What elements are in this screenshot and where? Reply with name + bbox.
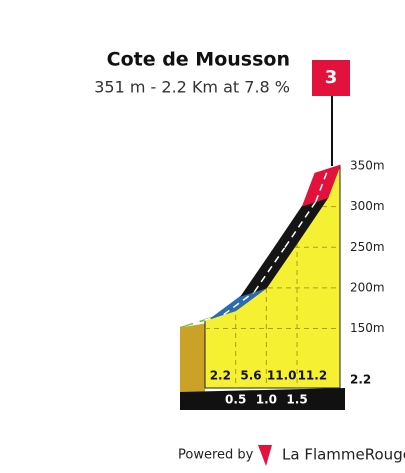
road-center (253, 246, 286, 293)
y-tick-label: 300m (350, 199, 385, 213)
brand-logo (258, 445, 272, 466)
gradient-label: 11.2 (298, 369, 328, 383)
road-center (223, 291, 255, 316)
brand: La FlammeRouge (282, 446, 405, 464)
y-tick-label: 200m (350, 280, 385, 294)
category-label: 3 (325, 67, 338, 88)
gradient-label: 2.2 (210, 369, 231, 383)
road-center (284, 201, 317, 248)
y-tick-label: 150m (350, 321, 385, 335)
x-tick-label: 0.5 (225, 393, 246, 407)
base-band (180, 388, 345, 410)
road-center (315, 168, 329, 202)
chart-title: Cote de Mousson (107, 49, 290, 71)
x-tick-label: 1.5 (286, 393, 307, 407)
y-tick-label: 350m (350, 159, 385, 173)
chart-subtitle: 351 m - 2.2 Km at 7.8 % (94, 78, 290, 97)
x-tick-label: 1.0 (256, 393, 277, 407)
x-tick-label: 2.2 (350, 373, 371, 387)
gradient-label: 11.0 (267, 369, 297, 383)
flag (312, 60, 350, 96)
side-face (180, 323, 205, 410)
y-tick-label: 250m (350, 240, 385, 254)
gradient-label: 5.6 (240, 369, 261, 383)
powered-by: Powered by (178, 448, 254, 463)
